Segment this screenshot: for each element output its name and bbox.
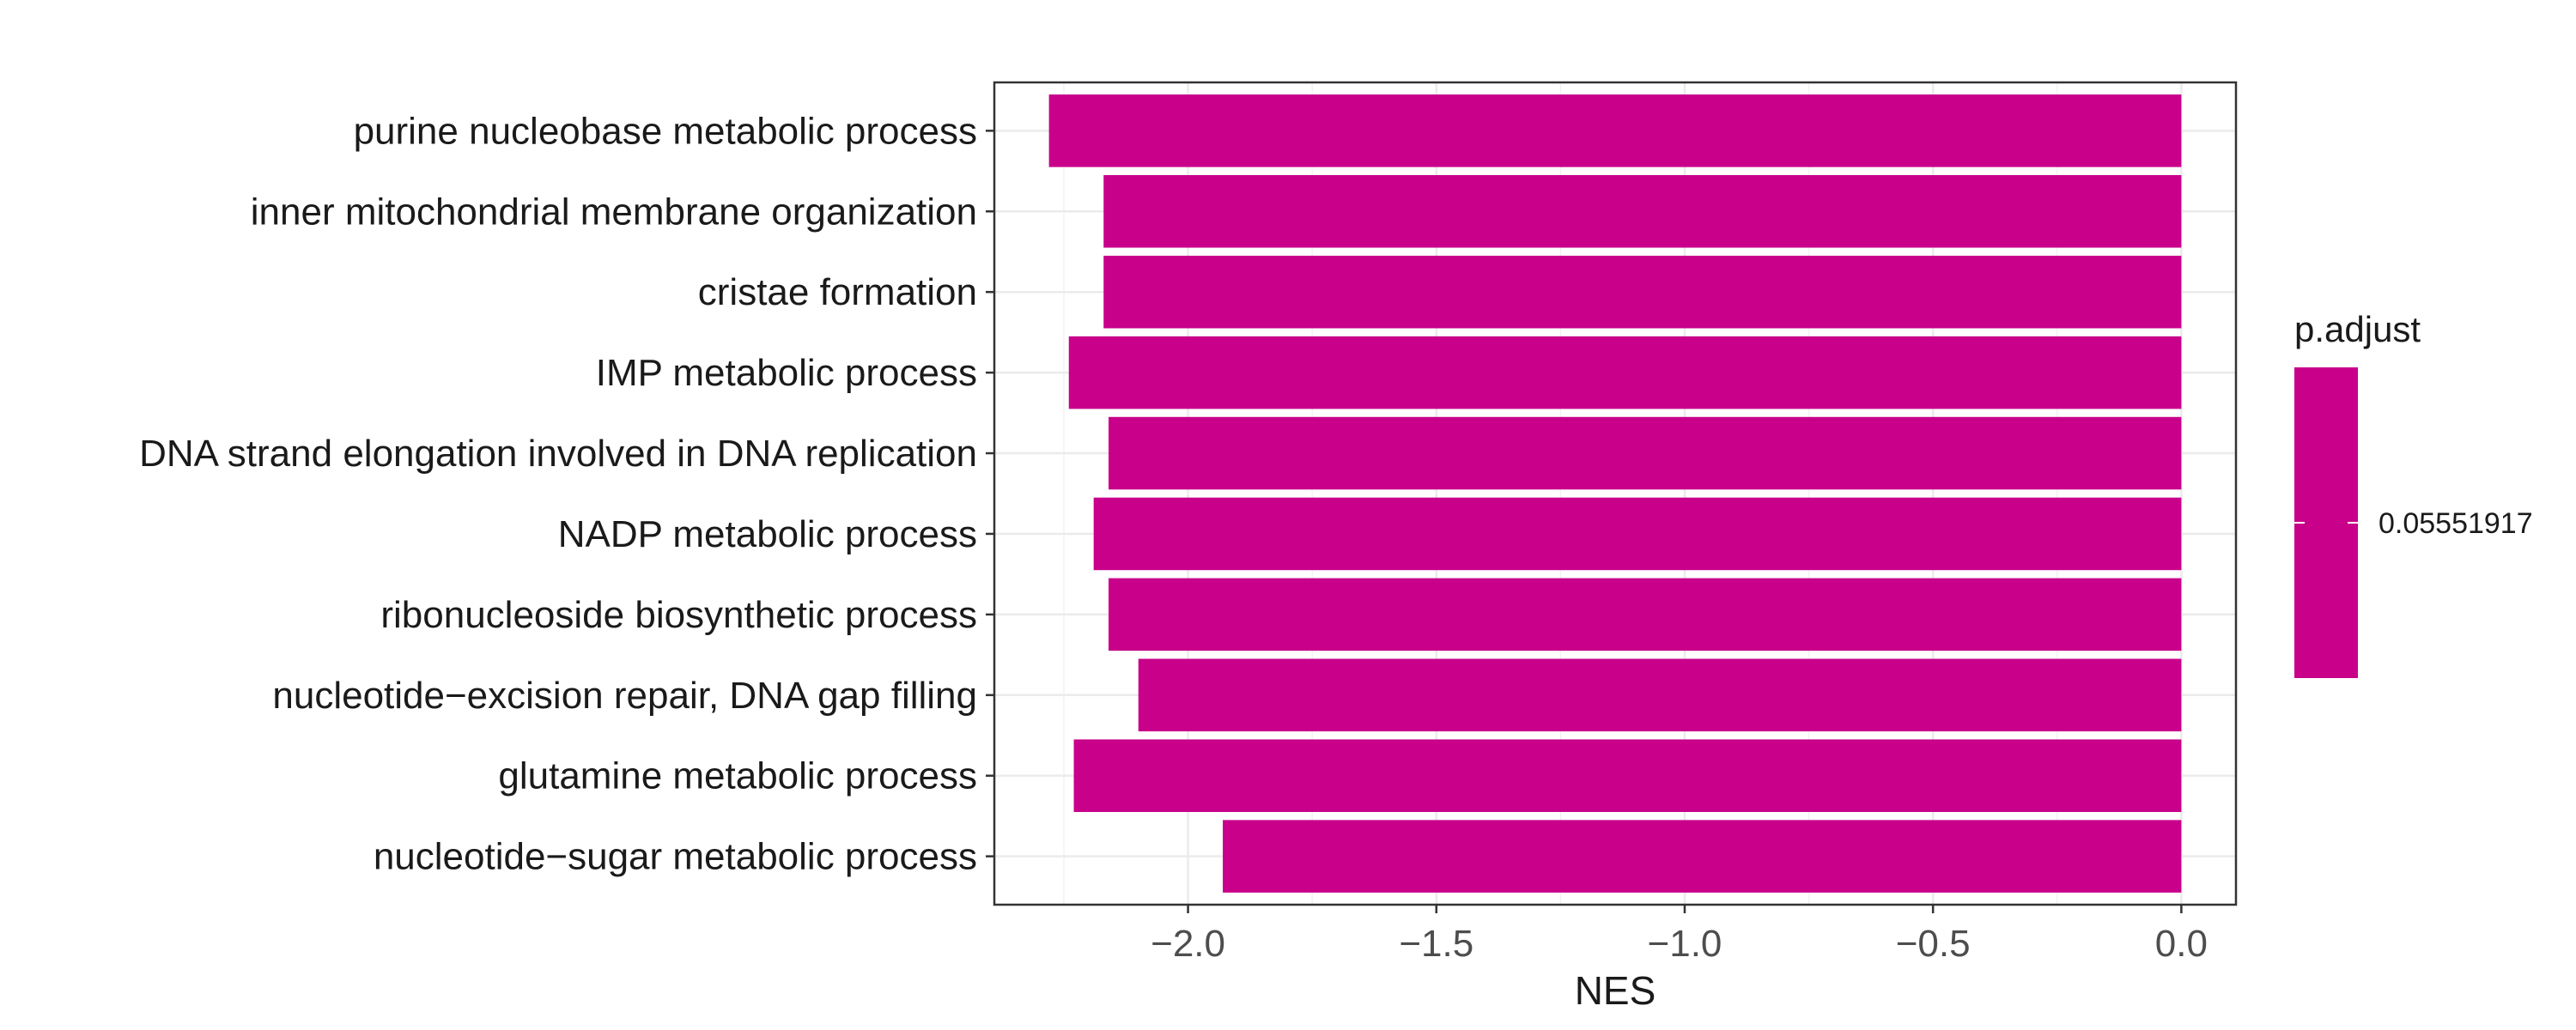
legend-label: 0.05551917 <box>2379 507 2533 540</box>
category-labels: purine nucleobase metabolic process inner… <box>139 110 994 878</box>
category-label: ribonucleoside biosynthetic process <box>380 594 977 636</box>
bars <box>1048 94 2182 893</box>
x-tick-label: −1.5 <box>1399 923 1473 965</box>
category-label: DNA strand elongation involved in DNA re… <box>139 433 977 475</box>
category-label: nucleotide−sugar metabolic process <box>374 836 977 878</box>
bar <box>1093 497 2182 571</box>
x-tick-label: 0.0 <box>2155 923 2208 965</box>
category-label: purine nucleobase metabolic process <box>354 110 977 152</box>
legend-color-bar <box>2294 367 2358 678</box>
legend-title: p.adjust <box>2294 309 2421 349</box>
bar <box>1138 658 2182 732</box>
category-label: cristae formation <box>698 271 977 313</box>
category-label: inner mitochondrial membrane organizatio… <box>251 191 977 233</box>
category-label: glutamine metabolic process <box>498 755 977 797</box>
plot-panel-border <box>993 81 2238 906</box>
bar <box>1109 578 2182 651</box>
legend: p.adjust 0.05551917 <box>2294 309 2533 678</box>
bar <box>1068 336 2182 409</box>
category-label: nucleotide−excision repair, DNA gap fill… <box>272 675 977 717</box>
bar <box>1223 820 2182 893</box>
bar <box>1048 94 2182 167</box>
category-label: IMP metabolic process <box>596 352 977 394</box>
bar <box>1073 739 2182 812</box>
x-tick-label: −1.0 <box>1648 923 1722 965</box>
category-label: NADP metabolic process <box>558 513 977 555</box>
bar <box>1103 255 2182 329</box>
x-tick-label: −0.5 <box>1896 923 1971 965</box>
x-tick-label: −2.0 <box>1151 923 1225 965</box>
bar <box>1109 416 2182 490</box>
bar <box>1103 175 2182 248</box>
x-axis-ticks: −2.0 −1.5 −1.0 −0.5 0.0 <box>1151 905 2208 965</box>
x-axis-title: NES <box>1575 968 1656 1013</box>
